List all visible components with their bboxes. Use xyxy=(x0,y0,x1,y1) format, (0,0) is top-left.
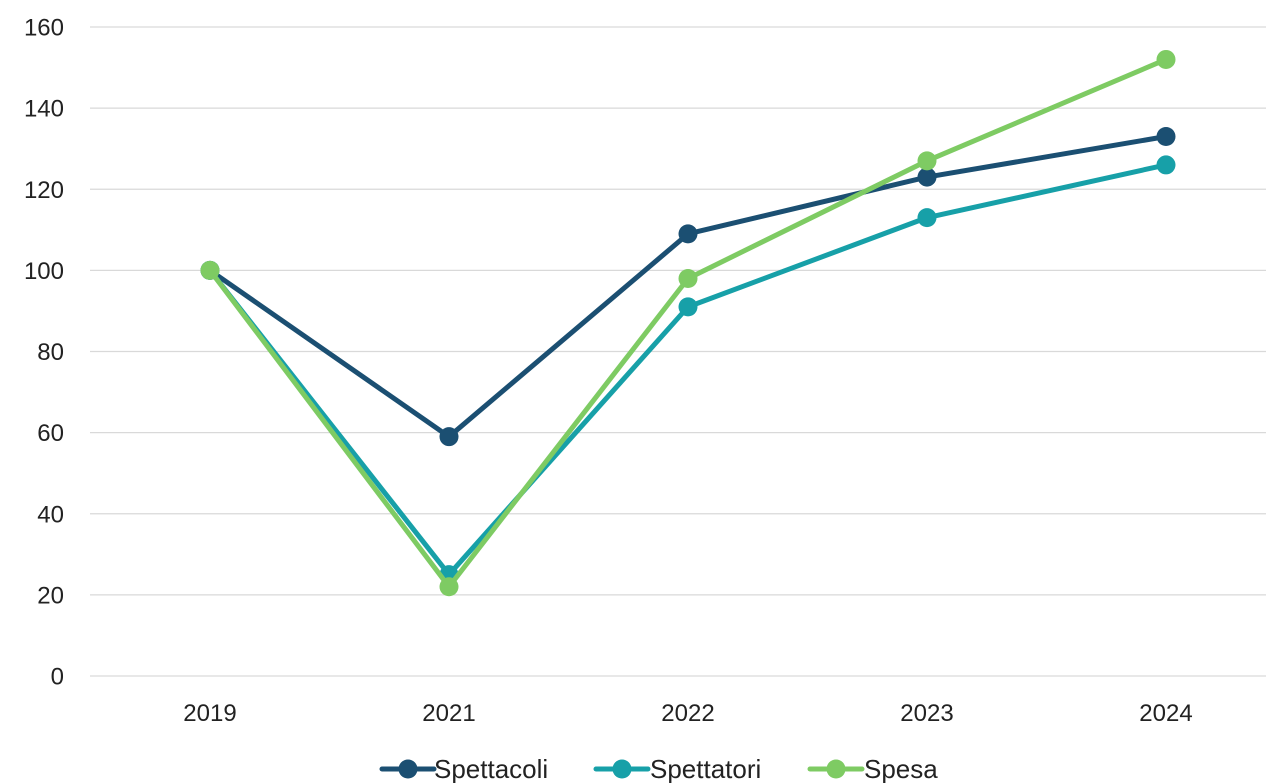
legend-marker-swatch xyxy=(612,759,632,779)
y-tick-label: 60 xyxy=(37,420,64,447)
y-axis-ticks: 0 20 40 60 80 100 120 140 160 xyxy=(24,15,64,691)
grid-layer xyxy=(90,26,1266,677)
x-tick-label: 2022 xyxy=(661,700,714,727)
data-point xyxy=(1156,127,1176,147)
x-tick-label: 2024 xyxy=(1139,700,1192,727)
legend-label: Spettacoli xyxy=(434,754,548,783)
y-tick-label: 100 xyxy=(24,258,64,285)
data-point xyxy=(1156,49,1176,69)
data-point xyxy=(917,151,937,171)
data-point xyxy=(917,208,937,228)
data-point xyxy=(678,297,698,317)
data-point xyxy=(678,268,698,288)
x-tick-label: 2023 xyxy=(900,700,953,727)
legend-item-spesa: Spesa xyxy=(807,754,938,783)
x-tick-label: 2019 xyxy=(183,700,236,727)
y-tick-label: 140 xyxy=(24,96,64,123)
x-tick-label: 2021 xyxy=(422,700,475,727)
series-layer xyxy=(200,49,1176,597)
series-line xyxy=(207,56,1169,590)
y-tick-label: 80 xyxy=(37,339,64,366)
data-point xyxy=(439,427,459,447)
legend-marker-swatch xyxy=(826,759,846,779)
legend-item-spettatori: Spettatori xyxy=(593,754,761,783)
y-tick-label: 0 xyxy=(51,664,64,691)
series-spesa xyxy=(200,49,1176,597)
data-point xyxy=(1156,155,1176,175)
legend: Spettacoli Spettatori Spesa xyxy=(379,754,938,783)
data-point xyxy=(678,224,698,244)
y-tick-label: 120 xyxy=(24,177,64,204)
data-point xyxy=(200,260,220,280)
data-point xyxy=(439,577,459,597)
y-tick-label: 160 xyxy=(24,15,64,42)
legend-label: Spesa xyxy=(864,754,938,783)
legend-label: Spettatori xyxy=(650,754,761,783)
data-point xyxy=(917,167,937,187)
y-tick-label: 40 xyxy=(37,501,64,528)
legend-item-spettacoli: Spettacoli xyxy=(379,754,548,783)
series-spettatori xyxy=(200,155,1176,585)
legend-marker-swatch xyxy=(398,759,418,779)
y-tick-label: 20 xyxy=(37,582,64,609)
x-axis-ticks: 2019 2021 2022 2023 2024 xyxy=(183,700,1192,727)
